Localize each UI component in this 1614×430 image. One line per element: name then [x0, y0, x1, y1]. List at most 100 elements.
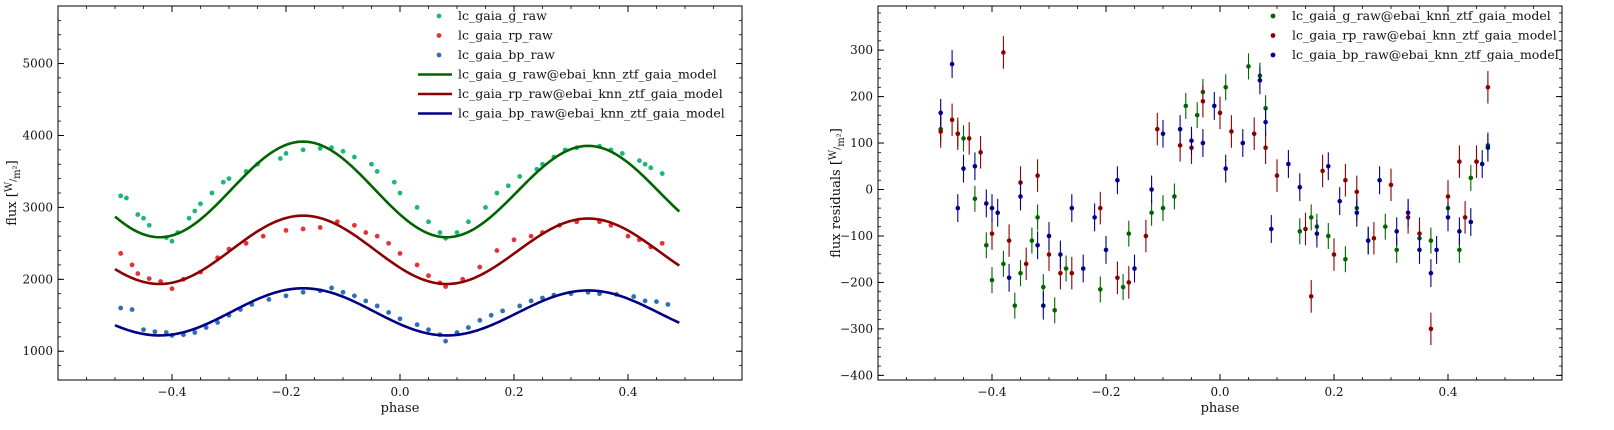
data-point: [989, 231, 995, 236]
data-point: [1445, 194, 1451, 199]
data-point: [494, 190, 500, 196]
data-point: [619, 151, 625, 156]
data-point: [443, 338, 448, 344]
data-point: [1063, 266, 1069, 271]
data-point: [1001, 261, 1006, 267]
data-point: [1058, 252, 1063, 257]
data-point: [340, 289, 346, 295]
data-point: [1018, 270, 1023, 276]
data-point: [1035, 242, 1040, 248]
data-point: [1183, 103, 1189, 109]
data-point: [1240, 140, 1246, 146]
data-point: [124, 195, 129, 201]
data-point: [949, 61, 955, 67]
data-point: [1251, 131, 1257, 137]
data-point: [135, 271, 141, 276]
data-point: [984, 242, 989, 248]
data-point: [414, 322, 420, 328]
data-point: [363, 298, 369, 304]
data-point: [659, 240, 665, 246]
x-tick-label: −0.2: [1091, 385, 1120, 399]
legend-marker: [436, 33, 442, 38]
data-point: [1023, 261, 1029, 267]
data-point: [1365, 238, 1371, 243]
data-point: [1263, 145, 1268, 151]
data-point: [1474, 159, 1479, 164]
data-point: [1018, 194, 1023, 199]
data-point: [186, 215, 192, 221]
data-point: [1035, 173, 1040, 178]
x-tick-label: 0.0: [390, 385, 409, 399]
data-point: [966, 136, 972, 141]
data-point: [1126, 280, 1132, 285]
y-tick-label: 4000: [22, 128, 53, 142]
data-point: [961, 166, 966, 171]
data-point: [1462, 215, 1468, 220]
data-point: [129, 262, 135, 268]
y-tick-label: −300: [840, 322, 873, 336]
data-point: [1457, 229, 1462, 234]
data-point: [625, 233, 631, 239]
data-point: [1274, 173, 1280, 178]
data-point: [283, 293, 289, 299]
data-point: [386, 240, 391, 246]
data-point: [163, 330, 169, 335]
legend-label: lc_gaia_bp_raw: [458, 47, 555, 62]
data-point: [300, 147, 306, 153]
data-point: [1468, 219, 1474, 225]
data-point: [300, 289, 306, 295]
data-point: [1354, 189, 1360, 195]
data-point: [374, 169, 380, 174]
data-point: [1246, 64, 1251, 69]
data-point: [494, 248, 500, 253]
data-point: [1331, 252, 1337, 257]
y-axis-label-unit-slash: /: [9, 178, 19, 182]
data-point: [1012, 303, 1018, 308]
data-point: [637, 158, 642, 164]
data-point: [369, 161, 374, 167]
data-point: [1098, 205, 1103, 211]
legend-label: lc_gaia_rp_raw@ebai_knn_ztf_gaia_model: [458, 86, 723, 101]
legend-label: lc_gaia_bp_raw@ebai_knn_ztf_gaia_model: [1292, 47, 1559, 62]
data-point: [1132, 266, 1137, 271]
x-tick-label: 0.4: [1438, 385, 1457, 399]
x-tick-label: −0.4: [157, 385, 187, 399]
data-point: [1035, 215, 1040, 220]
data-point: [1434, 247, 1439, 253]
data-point: [1337, 198, 1342, 204]
data-point: [454, 230, 460, 235]
data-point: [631, 294, 637, 299]
data-point: [169, 286, 175, 292]
data-point: [1172, 194, 1177, 199]
data-point: [397, 251, 403, 256]
data-point: [397, 190, 403, 196]
data-point: [243, 240, 249, 246]
data-point: [363, 230, 369, 235]
data-point: [317, 146, 323, 151]
legend-marker: [436, 13, 442, 19]
data-point: [283, 151, 289, 156]
data-point: [283, 228, 289, 233]
data-point: [665, 302, 671, 307]
data-point: [1343, 256, 1348, 262]
x-tick-label: 0.4: [618, 385, 637, 399]
legend-label: lc_gaia_rp_raw: [458, 28, 553, 43]
legend-label: lc_gaia_rp_raw@ebai_knn_ztf_gaia_model: [1292, 28, 1557, 43]
y-axis-label-unit-slash: /: [833, 146, 843, 150]
data-point: [1223, 85, 1228, 90]
data-point: [1069, 270, 1075, 276]
data-point: [414, 262, 420, 268]
y-axis-label-unit-den: m²: [836, 133, 847, 147]
y-tick-label: 0: [865, 183, 873, 197]
data-point: [277, 156, 283, 161]
data-point: [391, 179, 397, 185]
y-axis-label-unit-num: W: [828, 149, 839, 160]
data-point: [1200, 140, 1206, 146]
data-point: [995, 210, 1000, 216]
x-axis-label: phase: [1201, 401, 1240, 416]
data-point: [1177, 143, 1183, 148]
data-point: [488, 312, 494, 318]
data-point: [1303, 226, 1308, 232]
data-point: [1297, 184, 1303, 190]
